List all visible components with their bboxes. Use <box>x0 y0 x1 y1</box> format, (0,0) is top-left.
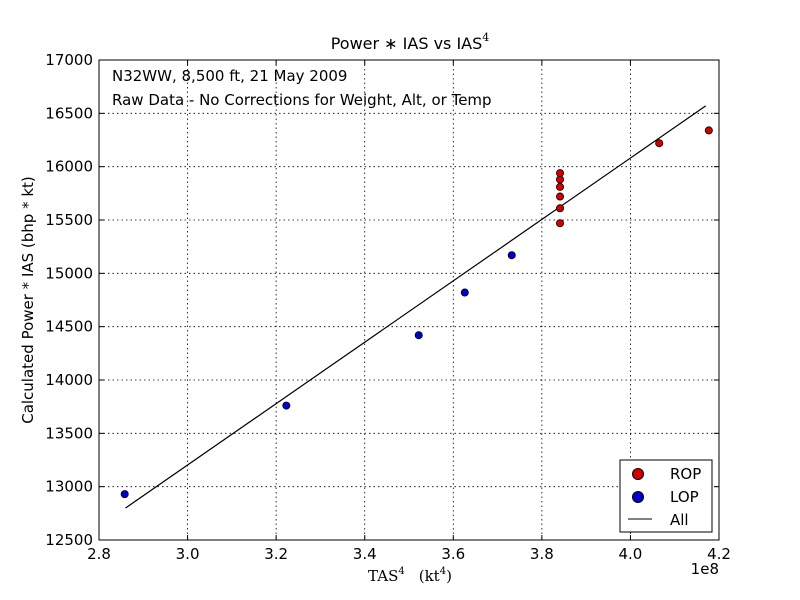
legend-marker-rop <box>632 468 644 480</box>
point-rop <box>556 219 565 228</box>
y-tick-label: 15000 <box>45 264 93 282</box>
point-rop <box>704 126 713 135</box>
point-rop <box>655 139 664 148</box>
y-tick-label: 15500 <box>45 211 93 229</box>
point-lop <box>507 251 516 260</box>
y-tick-label: 13500 <box>45 424 93 442</box>
legend: ROP LOP All <box>619 459 713 533</box>
legend-marker-lop <box>632 491 644 503</box>
y-tick-label: 12500 <box>45 531 93 549</box>
annotation-raw-data: Raw Data - No Corrections for Weight, Al… <box>112 91 492 109</box>
y-axis-label: Calculated Power * IAS (bhp * kt) <box>19 176 37 424</box>
legend-label-lop: LOP <box>670 488 699 506</box>
point-rop <box>556 204 565 213</box>
annotation-aircraft: N32WW, 8,500 ft, 21 May 2009 <box>112 67 347 85</box>
y-tick-label: 14500 <box>45 318 93 336</box>
x-tick-label: 3.2 <box>264 545 288 563</box>
chart-title: Power ∗ IAS vs IAS4 <box>331 31 490 53</box>
point-rop <box>556 182 565 191</box>
legend-label-all: All <box>670 511 689 529</box>
point-rop <box>556 169 565 178</box>
axis-ticks: 2.8 3.0 3.2 3.4 3.6 3.8 4.0 4.2 12500 13000 13500 1… <box>45 51 731 563</box>
x-tick-label: 3.6 <box>441 545 465 563</box>
point-lop <box>282 401 291 410</box>
x-tick-label: 3.8 <box>530 545 554 563</box>
x-tick-label: 3.4 <box>353 545 377 563</box>
y-tick-label: 13000 <box>45 478 93 496</box>
y-tick-label: 16000 <box>45 158 93 176</box>
y-tick-label: 17000 <box>45 51 93 69</box>
point-lop <box>120 490 129 499</box>
point-rop <box>556 192 565 201</box>
y-tick-label: 16500 <box>45 104 93 122</box>
point-lop <box>460 288 469 297</box>
x-tick-label: 4.2 <box>707 545 731 563</box>
fit-line-all <box>125 105 707 509</box>
plot-content <box>120 105 713 509</box>
x-tick-label: 3.0 <box>176 545 200 563</box>
plot-frame <box>98 59 720 541</box>
x-tick-label: 4.0 <box>618 545 642 563</box>
x-tick-label: 2.8 <box>87 545 111 563</box>
y-tick-label: 14000 <box>45 371 93 389</box>
point-lop <box>414 331 423 340</box>
legend-label-rop: ROP <box>670 465 701 483</box>
grid-lines <box>99 60 719 540</box>
x-axis-offset-label: 1e8 <box>691 560 719 578</box>
x-axis-label: TAS4 (kt4) <box>368 566 452 585</box>
